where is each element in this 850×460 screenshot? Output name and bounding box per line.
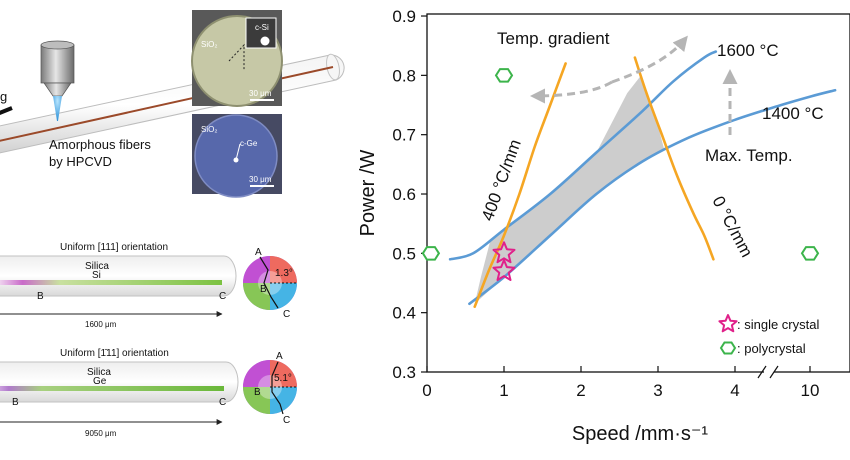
fiber-ge-title: Uniform [1̄11] orientation — [60, 348, 169, 359]
anno-temp-gradient: Temp. gradient — [497, 29, 610, 48]
series-0c-per-mm — [633, 56, 715, 261]
micrograph-ge: SiO₂ c-Ge 30 μm — [192, 114, 282, 198]
polycrystal-legend-hexagon — [719, 341, 737, 355]
micro-si-inset: c-Si — [255, 23, 269, 32]
color-wheel-si: A B C 1.3° — [243, 247, 297, 320]
y-tick-label: 0.9 — [392, 7, 416, 26]
single-crystal-point — [492, 259, 516, 281]
single-crystal-legend-star — [718, 314, 738, 333]
x-tick-label: 0 — [422, 381, 431, 400]
x-tick-label: 2 — [576, 381, 585, 400]
y-tick-label: 0.6 — [392, 185, 416, 204]
plot-frame — [426, 13, 850, 373]
legend-polycrystal-marker — [719, 341, 737, 355]
wheel-si-b: B — [260, 284, 267, 295]
fiber-si-title: Uniform [111] orientation — [60, 242, 168, 253]
fiber-ge-cladding: Silica — [87, 367, 111, 378]
fiber-si-cladding: Silica — [85, 261, 109, 272]
x-tick-label: 4 — [730, 381, 739, 400]
fiber-si-point-b: B — [37, 291, 44, 302]
y-tick-label: 0.3 — [392, 363, 416, 382]
fiber-label-line1: Amorphous fibers — [49, 137, 151, 152]
polycrystal-point — [800, 246, 820, 261]
chart-axes: 0.3 0.4 0.5 0.6 0.7 0.8 0.9 0 1 2 3 4 10 Speed /mm·s⁻… — [357, 7, 850, 445]
fiber-si-length: 1600 μm — [85, 320, 117, 329]
fiber-ge-diagram: Uniform [1̄11] orientation Silica Ge B C… — [0, 348, 297, 438]
chart: 0.3 0.4 0.5 0.6 0.7 0.8 0.9 0 1 2 3 4 10 Speed /mm·s⁻… — [357, 7, 850, 445]
polycrystal-point — [421, 246, 441, 261]
y-tick-label: 0.5 — [392, 244, 416, 263]
fiber-ge-point-c: C — [219, 397, 226, 408]
color-wheel-ge: A B C 5.1° — [243, 351, 297, 426]
y-tick-label: 0.7 — [392, 126, 416, 145]
micro-si-material: SiO₂ — [201, 40, 217, 49]
chart-arrows — [530, 35, 738, 135]
fiber-ge-length: 9050 μm — [85, 429, 117, 438]
wheel-ge-c: C — [283, 415, 290, 426]
legend-single-crystal-marker — [718, 314, 738, 333]
laser-nozzle — [40, 40, 75, 121]
polycrystal-point — [494, 68, 514, 83]
x-tick-label: 1 — [499, 381, 508, 400]
wheel-si-angle: 1.3° — [275, 268, 293, 279]
y-tick-label: 0.4 — [392, 304, 416, 323]
wheel-ge-b: B — [254, 387, 261, 398]
fiber-ge-core-label: Ge — [93, 376, 107, 387]
x-tick-label: 3 — [653, 381, 662, 400]
x-tick-label: 10 — [801, 381, 820, 400]
chart-legend: : single crystal : polycrystal — [718, 314, 819, 356]
anno-0-per-mm: 0 °C/mm — [708, 193, 756, 260]
anno-1600: 1600 °C — [717, 41, 779, 60]
micro-si-scale: 30 μm — [249, 89, 272, 98]
axis-break-mark — [757, 365, 767, 379]
fiber-ge-core — [0, 386, 224, 391]
fiber-si-point-c: C — [219, 291, 226, 302]
y-tick-label: 0.8 — [392, 66, 416, 85]
fiber-si-core — [0, 280, 222, 285]
wheel-ge-a: A — [276, 351, 283, 362]
x-axis-title: Speed /mm·s⁻¹ — [572, 423, 708, 445]
single-crystal-point — [492, 241, 516, 264]
anno-max-temp: Max. Temp. — [705, 146, 793, 165]
y-axis-title: Power /W — [357, 150, 379, 237]
temp-gradient-arrow-left — [530, 80, 613, 104]
series-1600c — [448, 50, 718, 261]
chart-series-layer — [448, 50, 837, 308]
micro-ge-material: SiO₂ — [201, 125, 217, 134]
left-panel: g Amorphous fibers by HPCVD SiO₂ c-Si 30… — [0, 10, 345, 438]
axis-break-mark — [769, 365, 779, 379]
chart-markers-layer — [421, 68, 820, 281]
fiber-si-core-label: Si — [92, 270, 101, 281]
legend-single-crystal-label: : single crystal — [737, 317, 819, 332]
fiber-ge-point-b: B — [12, 397, 19, 408]
fiber-si-diagram: Uniform [111] orientation Silica Si B C … — [0, 242, 297, 329]
micro-ge-scale: 30 μm — [249, 175, 272, 184]
anno-1400: 1400 °C — [762, 104, 824, 123]
axis-break-gap — [764, 366, 774, 378]
wheel-ge-angle: 5.1° — [274, 373, 292, 384]
wheel-si-c: C — [283, 309, 290, 320]
anno-400-per-mm: 400 °C/mm — [478, 137, 525, 224]
wheel-si-a: A — [255, 247, 262, 258]
laser-label: g — [0, 89, 7, 104]
fiber-label-line2: by HPCVD — [49, 154, 112, 169]
micrograph-si: SiO₂ c-Si 30 μm — [191, 10, 283, 107]
legend-polycrystal-label: : polycrystal — [737, 341, 806, 356]
micro-ge-label: c-Ge — [240, 139, 258, 148]
series-400c-per-mm — [473, 62, 567, 308]
temp-gradient-arrow-up — [611, 35, 688, 84]
translation-arrow — [0, 106, 13, 115]
